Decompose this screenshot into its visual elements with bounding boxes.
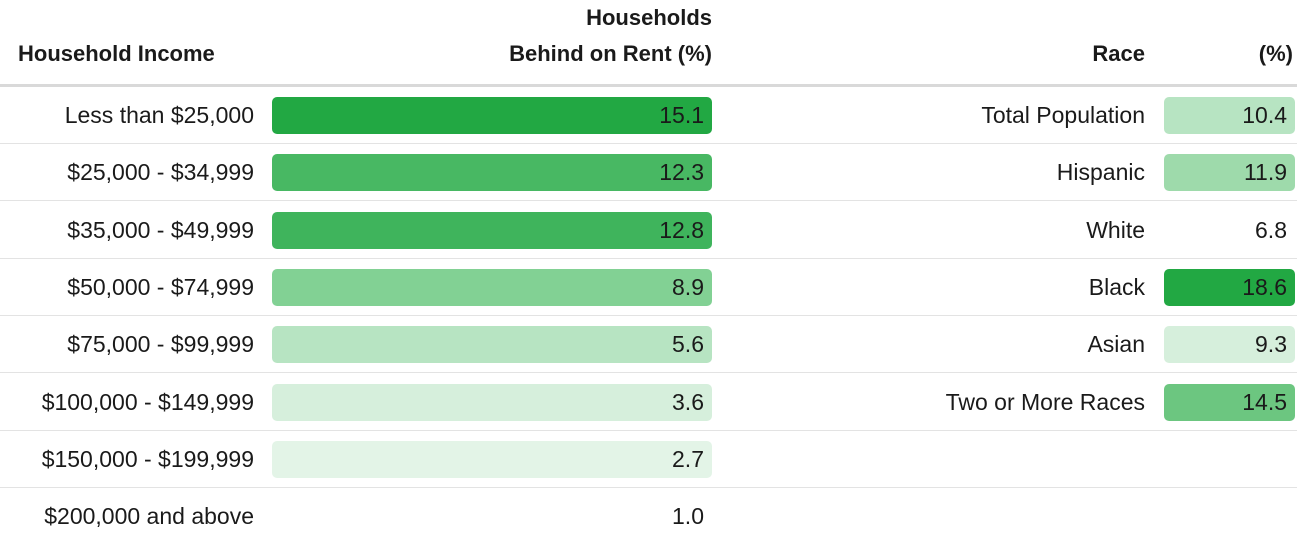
race-value-cell: 11.9 (1164, 154, 1295, 192)
table-row: $25,000 - $34,999 12.3 Hispanic 11.9 (0, 144, 1297, 202)
race-label: Two or More Races (945, 388, 1145, 415)
race-value-cell: 14.5 (1164, 383, 1295, 421)
income-value-cell: 2.7 (272, 440, 712, 478)
table-row: $150,000 - $199,999 2.7 (0, 431, 1297, 488)
table-row: $200,000 and above 1.0 (0, 488, 1297, 545)
race-value-cell: 18.6 (1164, 268, 1295, 306)
header-race-percent: (%) (1258, 41, 1293, 66)
table-row: $35,000 - $49,999 12.8 White 6.8 (0, 202, 1297, 259)
header-behind-on-rent: Behind on Rent (%) (509, 41, 712, 66)
row-divider (0, 486, 1297, 488)
income-label: $35,000 - $49,999 (67, 216, 254, 243)
income-value-cell: 1.0 (272, 498, 712, 536)
race-label: Total Population (981, 102, 1145, 128)
income-value-cell: 15.1 (272, 97, 712, 134)
race-label: White (1086, 216, 1145, 243)
table-row: $75,000 - $99,999 5.6 Asian 9.3 (0, 316, 1297, 374)
table-row: $100,000 - $149,999 3.6 Two or More Races 1… (0, 374, 1297, 431)
row-divider (0, 143, 1297, 144)
row-divider (0, 200, 1297, 202)
table-header: Household Income Households Behind on Re… (0, 0, 1297, 84)
row-divider (0, 372, 1297, 374)
race-value-cell: 9.3 (1164, 326, 1295, 364)
income-value-cell: 3.6 (272, 383, 712, 421)
income-label: $200,000 and above (44, 503, 254, 530)
race-label: Hispanic (1056, 159, 1145, 186)
race-label: Asian (1087, 331, 1145, 358)
header-households-line1: Households (586, 5, 712, 30)
row-divider (0, 314, 1297, 316)
income-label: $150,000 - $199,999 (41, 445, 254, 472)
income-label: $100,000 - $149,999 (41, 388, 254, 415)
header-divider (0, 84, 1297, 87)
income-label: Less than $25,000 (64, 102, 254, 128)
income-value-cell: 12.8 (272, 211, 712, 249)
table-row: $50,000 - $74,999 8.9 Black 18.6 (0, 259, 1297, 316)
race-value-cell: 10.4 (1164, 97, 1295, 134)
header-household-income: Household Income (18, 41, 215, 66)
row-divider (0, 257, 1297, 259)
income-value-cell: 8.9 (272, 268, 712, 306)
race-value-cell: 6.8 (1164, 211, 1295, 249)
row-divider (0, 429, 1297, 431)
header-race: Race (1092, 41, 1145, 66)
table-row: Less than $25,000 15.1 Total Population 10.… (0, 87, 1297, 144)
race-label: Black (1088, 273, 1145, 300)
income-label: $50,000 - $74,999 (67, 273, 254, 300)
income-value-cell: 12.3 (272, 154, 712, 192)
income-label: $75,000 - $99,999 (67, 331, 254, 358)
income-label: $25,000 - $34,999 (67, 159, 254, 186)
income-value-cell: 5.6 (272, 326, 712, 364)
